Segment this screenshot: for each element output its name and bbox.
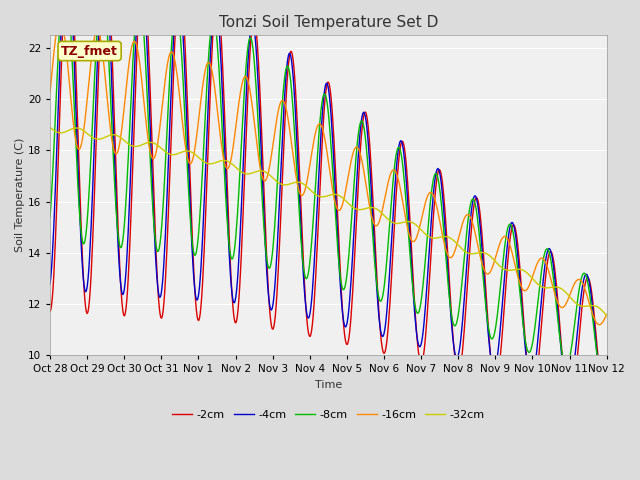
-4cm — [603, 402, 611, 408]
Y-axis label: Soil Temperature (C): Soil Temperature (C) — [15, 138, 25, 252]
-32cm — [396, 220, 404, 226]
-2cm — [171, 41, 179, 47]
-8cm — [115, 233, 122, 239]
-16cm — [413, 233, 421, 239]
-2cm — [115, 227, 122, 233]
-8cm — [397, 149, 404, 155]
-4cm — [115, 244, 122, 250]
Line: -16cm: -16cm — [50, 20, 607, 324]
-8cm — [171, 9, 179, 15]
-4cm — [397, 138, 404, 144]
-32cm — [46, 125, 54, 131]
-32cm — [603, 312, 611, 318]
-8cm — [200, 136, 208, 142]
-8cm — [413, 310, 421, 316]
-2cm — [200, 249, 208, 255]
Title: Tonzi Soil Temperature Set D: Tonzi Soil Temperature Set D — [219, 15, 438, 30]
-16cm — [200, 73, 208, 79]
Line: -8cm: -8cm — [50, 0, 607, 381]
-16cm — [397, 188, 404, 193]
-2cm — [603, 417, 611, 423]
-2cm — [397, 142, 404, 148]
-4cm — [200, 201, 208, 206]
Line: -4cm: -4cm — [50, 0, 607, 407]
-2cm — [56, 99, 64, 105]
-16cm — [171, 57, 179, 62]
-8cm — [56, 13, 64, 19]
-16cm — [57, 17, 65, 23]
-32cm — [412, 222, 420, 228]
Text: TZ_fmet: TZ_fmet — [61, 45, 118, 58]
-2cm — [413, 335, 421, 340]
-16cm — [46, 89, 54, 95]
-16cm — [56, 17, 64, 23]
-32cm — [113, 133, 121, 139]
Line: -2cm: -2cm — [50, 0, 607, 420]
Line: -32cm: -32cm — [50, 128, 607, 315]
-8cm — [600, 378, 607, 384]
-4cm — [46, 281, 54, 287]
-8cm — [603, 371, 611, 377]
-16cm — [596, 322, 604, 327]
-2cm — [46, 308, 54, 314]
-4cm — [601, 404, 609, 409]
-16cm — [115, 147, 122, 153]
-4cm — [56, 53, 64, 59]
-32cm — [200, 158, 207, 164]
-16cm — [603, 312, 611, 317]
X-axis label: Time: Time — [315, 380, 342, 390]
-32cm — [56, 130, 64, 136]
Legend: -2cm, -4cm, -8cm, -16cm, -32cm: -2cm, -4cm, -8cm, -16cm, -32cm — [168, 406, 489, 424]
-4cm — [171, 15, 179, 21]
-8cm — [46, 214, 54, 220]
-32cm — [170, 152, 178, 157]
-4cm — [413, 334, 421, 339]
